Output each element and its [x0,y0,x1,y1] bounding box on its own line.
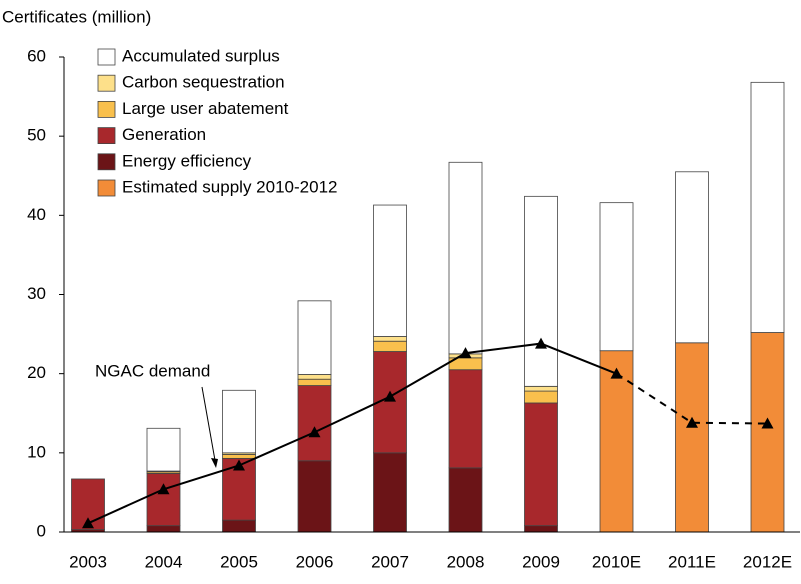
legend-swatch [97,74,116,92]
bar-segment [675,342,709,533]
bar-segment [297,460,332,533]
bar-segment [448,161,483,355]
bar-segment [222,454,256,459]
demand-marker [157,483,170,495]
demand-marker [686,416,698,428]
bar-segment [222,389,256,454]
bar-segment [524,195,558,387]
y-tick-label: 60 [27,46,46,65]
legend-label: Carbon sequestration [122,73,285,92]
x-tick-label: 2003 [69,552,107,571]
bar-segment [146,525,181,533]
legend-label: Energy efficiency [122,151,252,170]
legend-label: Accumulated surplus [122,46,280,65]
bar-segment [373,336,407,342]
bar-segment [222,519,256,533]
legend-swatch [97,48,116,66]
bar-segment [146,427,181,472]
bar-segment [297,378,332,386]
legend-label: Estimated supply 2010-2012 [122,177,337,196]
bar-segment [297,374,332,380]
annotation: NGAC demand [95,361,210,380]
demand-line-dashed [615,372,768,425]
y-axis-label: Certificates (million) [2,7,151,26]
y-tick-label: 40 [27,205,46,224]
x-tick-label: 2005 [220,552,258,571]
x-tick-label: 2010E [592,552,641,571]
bar-segment [146,473,181,527]
bar-segment [373,340,407,352]
x-tick-label: 2011E [668,552,716,571]
bar-segment [373,204,407,337]
bar-segment [524,402,558,527]
bar-segment [297,300,332,375]
y-tick-label: 50 [27,126,46,145]
demand-marker [610,367,623,379]
bar-segment [524,385,558,392]
legend-swatch [97,179,116,197]
y-tick-label: 10 [27,442,46,461]
legend-label: Generation [122,125,206,144]
demand-marker [761,417,774,429]
bar-segment [750,81,785,333]
y-tick-label: 30 [27,284,46,303]
bar-segment [599,202,634,352]
x-tick-label: 2008 [447,552,485,571]
demand-marker [384,390,396,402]
x-tick-label: 2009 [522,552,560,571]
demand-marker [233,459,245,471]
bar-segment [448,467,483,533]
legend-swatch [97,153,116,171]
bar-segment [448,369,483,469]
demand-marker [459,347,472,359]
x-tick-label: 2004 [145,552,183,571]
bar-segment [524,525,558,533]
y-tick-label: 0 [37,521,46,540]
legend-label: Large user abatement [122,99,289,118]
arrow-head [211,458,218,468]
x-tick-label: 2007 [371,552,409,571]
demand-marker [535,337,547,349]
bar-segment [750,332,785,533]
bar-segment [297,385,332,462]
y-tick-label: 20 [27,363,46,382]
bar-segment [524,390,558,404]
bar-segment [675,171,709,344]
bar-segment [373,452,407,533]
demand-line [87,342,617,525]
legend-swatch [97,101,116,118]
demand-marker [82,517,94,529]
x-tick-label: 2006 [296,552,334,571]
annotation-arrow [201,386,217,467]
legend-swatch [97,127,116,144]
demand-marker [308,426,321,438]
x-tick-label: 2012E [743,552,792,571]
